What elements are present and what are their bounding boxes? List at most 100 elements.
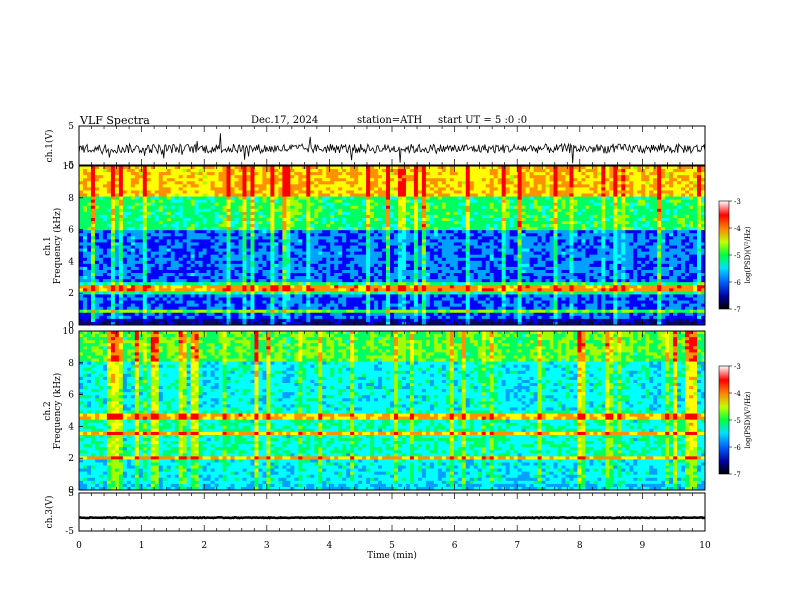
spectrogram-cell xyxy=(481,217,487,222)
spectrogram-cell xyxy=(82,257,88,262)
spectrogram-cell xyxy=(178,199,184,204)
spectrogram-cell xyxy=(557,227,562,231)
spectrogram-cell xyxy=(282,202,287,207)
spectrogram-cell xyxy=(198,208,204,213)
spectrogram-cell xyxy=(378,260,383,265)
spectrogram-cell xyxy=(461,187,467,191)
spectrogram-cell xyxy=(282,181,287,185)
spectrogram-cell xyxy=(274,230,279,234)
spectrogram-cell xyxy=(469,227,475,231)
spectrogram-cell xyxy=(409,202,415,207)
spectrogram-cell xyxy=(194,169,200,173)
spectrogram-cell xyxy=(274,169,279,173)
spectrogram-cell xyxy=(625,175,630,179)
spectrogram-cell xyxy=(386,254,391,259)
spectrogram-cell xyxy=(150,227,156,231)
spectrogram-cell xyxy=(390,254,395,259)
spectrogram-cell xyxy=(541,251,546,256)
spectrogram-cell xyxy=(290,190,295,194)
spectrogram-cell xyxy=(529,248,534,253)
spectrogram-cell xyxy=(334,254,339,259)
spectrogram-cell xyxy=(358,257,363,262)
spectrogram-cell xyxy=(497,236,503,240)
spectrogram-cell xyxy=(553,257,558,262)
spectrogram-cell xyxy=(473,239,479,243)
spectrogram-cell xyxy=(465,166,471,170)
spectrogram-cell xyxy=(358,217,363,222)
spectrogram-cell xyxy=(79,181,84,185)
spectrogram-cell xyxy=(102,217,108,222)
spectrogram-cell xyxy=(182,248,188,253)
spectrogram-cell xyxy=(270,172,275,176)
spectrogram-cell xyxy=(194,184,200,188)
spectrogram-cell xyxy=(322,214,327,219)
spectrogram-cell xyxy=(621,199,626,204)
spectrogram-cell xyxy=(577,245,582,249)
spectrogram-cell xyxy=(617,239,622,243)
spectrogram-cell xyxy=(86,193,92,197)
spectrogram-cell xyxy=(298,214,303,219)
spectrogram-cell xyxy=(441,239,447,243)
spectrogram-cell xyxy=(122,227,128,231)
spectrogram-cell xyxy=(198,239,204,243)
spectrogram-cell xyxy=(633,221,638,225)
spectrogram-cell xyxy=(397,254,403,259)
spectrogram-cell xyxy=(549,181,554,185)
spectrogram-cell xyxy=(645,230,650,234)
spectrogram-cell xyxy=(665,184,670,188)
spectrogram-cell xyxy=(258,196,263,201)
spectrogram-cell xyxy=(629,196,634,201)
spectrogram-cell xyxy=(150,196,156,201)
spectrogram-cell xyxy=(222,214,227,219)
spectrogram-cell xyxy=(238,199,243,204)
spectrogram-cell xyxy=(497,217,503,222)
spectrogram-cell xyxy=(94,196,100,201)
spectrogram-cell xyxy=(158,217,164,222)
spectrogram-cell xyxy=(577,175,582,179)
spectrogram-cell xyxy=(306,166,311,170)
spectrogram-cell xyxy=(477,208,483,213)
spectrogram-cell xyxy=(278,184,283,188)
spectrogram-cell xyxy=(417,233,423,237)
spectrogram-cell xyxy=(234,181,239,185)
spectrogram-cell xyxy=(262,227,267,231)
spectrogram-cell xyxy=(485,175,491,179)
spectrogram-cell xyxy=(689,175,694,179)
spectrogram-cell xyxy=(230,254,235,259)
spectrogram-cell xyxy=(202,178,207,182)
spectrogram-cell xyxy=(150,242,156,246)
spectrogram-cell xyxy=(254,181,259,185)
spectrogram-cell xyxy=(393,205,399,210)
spectrogram-cell xyxy=(625,184,630,188)
spectrogram-cell xyxy=(278,187,283,191)
spectrogram-cell xyxy=(697,193,702,197)
spectrogram-cell xyxy=(589,245,594,249)
spectrogram-cell xyxy=(589,221,594,225)
spectrogram-cell xyxy=(250,254,255,259)
spectrogram-cell xyxy=(437,202,443,207)
spectrogram-cell xyxy=(453,193,459,197)
spectrogram-cell xyxy=(154,221,160,225)
spectrogram-cell xyxy=(258,211,263,216)
spectrogram-cell xyxy=(497,184,503,188)
spectrogram-cell xyxy=(354,208,359,213)
spectrogram-cell xyxy=(421,248,427,253)
spectrogram-cell xyxy=(429,208,435,213)
spectrogram-cell xyxy=(677,211,682,216)
spectrogram-cell xyxy=(338,196,343,201)
spectrogram-cell xyxy=(545,175,550,179)
spectrogram-cell xyxy=(545,196,550,201)
spectrogram-cell xyxy=(178,205,184,210)
spectrogram-cell xyxy=(350,242,355,246)
spectrogram-cell xyxy=(393,214,399,219)
spectrogram-cell xyxy=(553,245,558,249)
spectrogram-cell xyxy=(509,260,515,265)
spectrogram-cell xyxy=(581,214,586,219)
spectrogram-cell xyxy=(294,169,299,173)
spectrogram-cell xyxy=(433,166,439,170)
spectrogram-cell xyxy=(214,242,219,246)
spectrogram-cell xyxy=(378,184,383,188)
spectrogram-cell xyxy=(461,169,467,173)
spectrogram-cell xyxy=(541,205,546,210)
spectrogram-cell xyxy=(270,224,275,228)
